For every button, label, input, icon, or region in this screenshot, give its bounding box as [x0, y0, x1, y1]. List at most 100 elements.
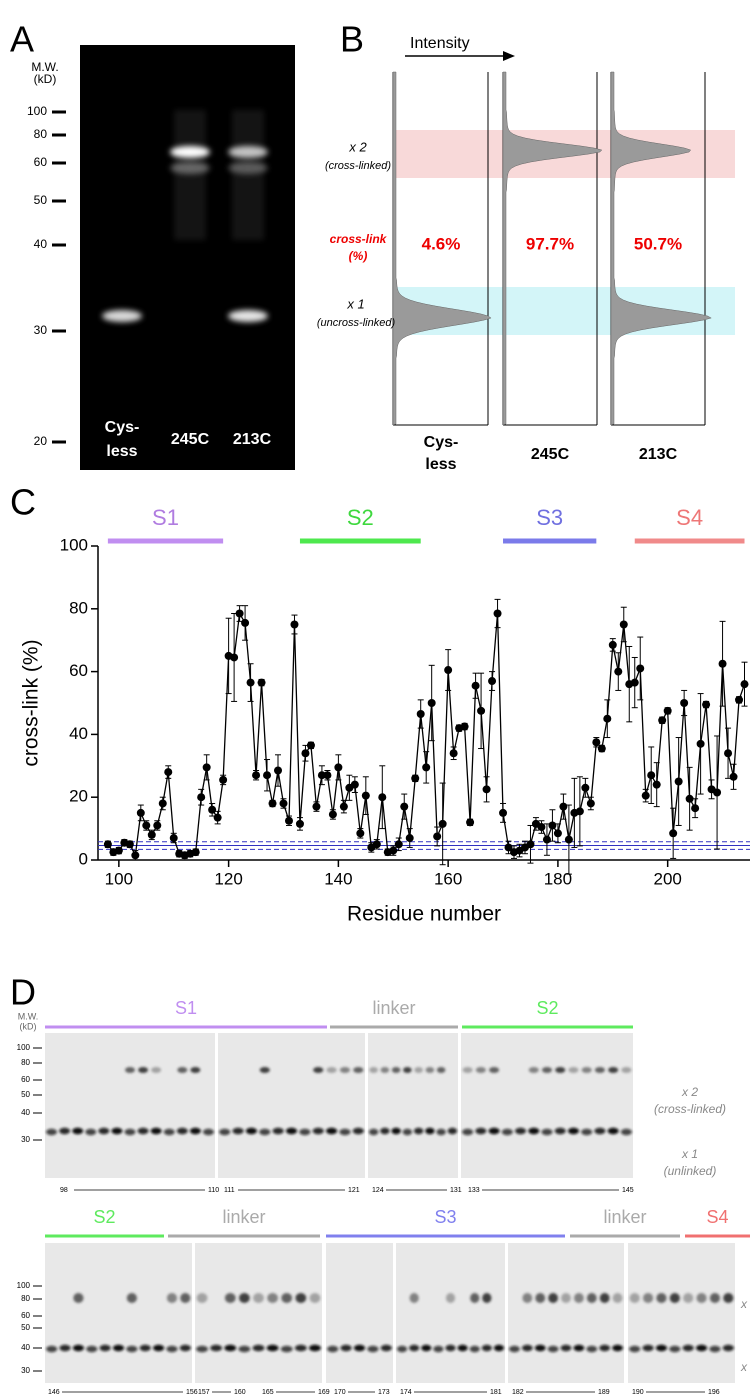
data-point [592, 738, 601, 747]
blot-band [462, 1128, 474, 1136]
lane-label: Cys- [105, 419, 140, 436]
blot-band [509, 1345, 520, 1353]
data-point [361, 791, 370, 800]
blot-band [139, 1344, 151, 1352]
data-point [235, 609, 244, 618]
axis-label: Intensity [410, 35, 470, 52]
blot-band [621, 1067, 632, 1073]
range-start: 170 [334, 1389, 346, 1396]
data-point [597, 744, 606, 753]
blot-band [573, 1344, 585, 1352]
y-tick-label: 20 [69, 787, 88, 806]
mw-label: 100 [17, 1281, 31, 1290]
blot-band [612, 1344, 623, 1352]
data-point [553, 829, 562, 838]
data-point [405, 834, 414, 843]
blot-band [409, 1293, 419, 1303]
segment-label: S4 [706, 1207, 728, 1227]
blot-band [309, 1344, 321, 1352]
data-point [301, 749, 310, 758]
data-point [444, 666, 453, 675]
data-point [422, 763, 431, 772]
data-point [702, 700, 711, 709]
data-point [575, 807, 584, 816]
blot-band [72, 1344, 85, 1352]
blot-band [642, 1293, 654, 1303]
data-point [284, 816, 293, 825]
x-tick-label: 100 [105, 869, 133, 888]
blot-band [709, 1293, 721, 1303]
y-tick-label: 40 [69, 724, 88, 743]
data-point [356, 829, 365, 838]
blot-band [86, 1345, 98, 1353]
mw-title: (kD) [20, 1021, 37, 1031]
blot-band [202, 1128, 214, 1136]
blot-band [462, 1067, 473, 1073]
crosslink-percent: 50.7% [634, 234, 682, 253]
data-point [537, 823, 546, 832]
blot-band [568, 1067, 579, 1073]
blot-band [655, 1344, 668, 1352]
data-point [202, 763, 211, 772]
blot-band [339, 1067, 351, 1073]
blot-band [111, 1127, 123, 1135]
panel-label: C [10, 482, 36, 523]
x1-label: x 1 [346, 296, 364, 311]
range-start: 124 [372, 1187, 384, 1194]
data-point [219, 775, 228, 784]
blot-band [245, 1127, 258, 1135]
mw-label: 60 [21, 1075, 30, 1084]
blot-band [313, 1067, 324, 1073]
blot-band [561, 1293, 571, 1303]
data-point [153, 821, 162, 830]
blot-band [353, 1344, 366, 1352]
intensity-profile [392, 71, 492, 426]
data-point [680, 699, 689, 707]
blot-band [339, 1128, 351, 1136]
range-end: 160 [234, 1389, 246, 1396]
blot-band [594, 1067, 605, 1073]
range-end: 173 [378, 1389, 390, 1396]
blot-band [46, 1345, 58, 1353]
data-point [619, 620, 628, 629]
crosslink-percent: 4.6% [422, 234, 461, 253]
data-point [542, 835, 551, 844]
blot-band [709, 1345, 721, 1353]
blot-band [253, 1293, 264, 1303]
mw-title: M.W. [18, 1011, 39, 1021]
blot-band [620, 1128, 632, 1136]
crosslink-percent: 97.7% [526, 234, 574, 253]
data-point [740, 680, 749, 689]
blot-band [72, 1127, 84, 1135]
range-start: 111 [224, 1187, 235, 1194]
data-point [526, 840, 535, 849]
blot [326, 1243, 393, 1383]
blot-band [280, 1345, 293, 1353]
data-point [274, 766, 283, 775]
data-point [614, 667, 623, 676]
range-start: 146 [48, 1389, 60, 1396]
x2-label: x 2 [348, 139, 367, 154]
blot-band [547, 1345, 559, 1353]
blot-band [138, 1067, 149, 1073]
blot-band [391, 1067, 401, 1073]
y-axis-title: cross-link (%) [20, 639, 43, 766]
blot-band [488, 1127, 500, 1135]
blot-band [294, 1344, 307, 1352]
blot-band [433, 1345, 444, 1353]
mw-label: 30 [34, 323, 48, 337]
blot-band [98, 1127, 110, 1135]
mw-label: 100 [27, 104, 47, 118]
range-end: 189 [598, 1389, 610, 1396]
mw-label: 80 [34, 127, 48, 141]
data-point [164, 768, 173, 777]
blot-band [586, 1345, 598, 1353]
data-point [306, 741, 315, 750]
data-point [586, 799, 595, 808]
blot-band [259, 1067, 270, 1073]
x2-label: (cross-linked) [325, 160, 391, 172]
blot-band [642, 1344, 654, 1352]
segment-label: S1 [152, 505, 179, 530]
blot-band [436, 1128, 446, 1136]
y-tick-label: 60 [69, 661, 88, 680]
